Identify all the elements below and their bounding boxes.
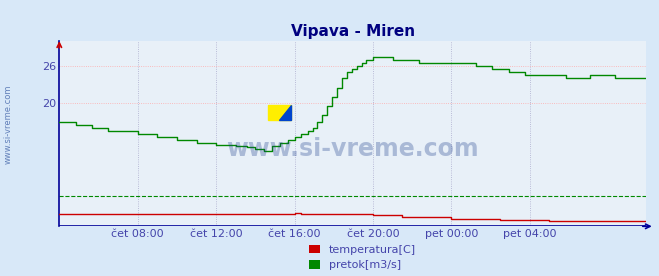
- Title: Vipava - Miren: Vipava - Miren: [291, 24, 415, 39]
- Bar: [268, 105, 291, 120]
- Polygon shape: [279, 105, 291, 120]
- Text: www.si-vreme.com: www.si-vreme.com: [226, 137, 479, 161]
- Text: www.si-vreme.com: www.si-vreme.com: [3, 84, 13, 164]
- Legend: temperatura[C], pretok[m3/s]: temperatura[C], pretok[m3/s]: [309, 245, 416, 270]
